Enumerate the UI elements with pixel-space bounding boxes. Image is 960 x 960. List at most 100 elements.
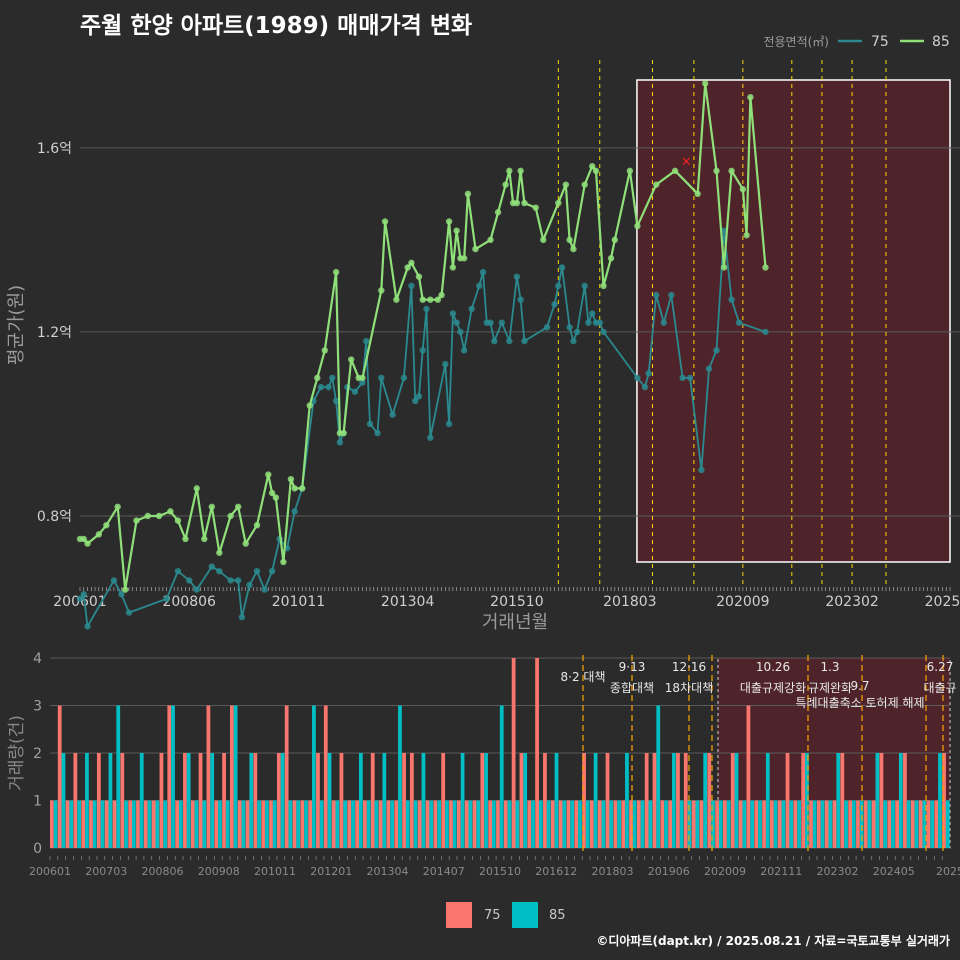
bar-85 xyxy=(718,800,723,848)
policy-annotation-date: 1.3 xyxy=(820,660,839,674)
bar-75 xyxy=(410,753,414,848)
bar-85 xyxy=(945,800,950,848)
data-point-75 xyxy=(558,264,566,271)
bar-75 xyxy=(402,753,406,848)
bar-85 xyxy=(546,800,551,848)
x-tick-label: 202111 xyxy=(760,865,802,878)
policy-annotation-label: 종합대책 xyxy=(610,680,654,695)
policy-annotation-date: 9.7 xyxy=(850,679,869,693)
bar-85 xyxy=(218,800,222,848)
bar-85 xyxy=(750,800,755,848)
bar-85 xyxy=(938,753,942,848)
x-tick-label: 2025 xyxy=(936,865,960,878)
data-point-85 xyxy=(340,429,347,437)
bar-75 xyxy=(691,800,696,848)
policy-annotation-label: 대출규제강화 xyxy=(740,681,806,695)
x-tick-label: 201906 xyxy=(648,865,690,878)
bar-85 xyxy=(797,800,801,848)
data-point-75 xyxy=(506,337,513,345)
data-point-75 xyxy=(641,383,649,391)
data-point-75 xyxy=(713,347,720,354)
bar-85 xyxy=(132,800,136,848)
bar-75 xyxy=(777,800,782,848)
bar-75 xyxy=(323,705,328,848)
bar-75 xyxy=(543,753,547,848)
bar-75 xyxy=(636,800,641,848)
data-point-85 xyxy=(408,259,415,267)
bar-85 xyxy=(812,800,817,848)
bar-75 xyxy=(527,800,532,848)
bar-75 xyxy=(910,800,915,848)
data-point-85 xyxy=(445,218,453,225)
bar-75 xyxy=(386,800,391,848)
bar-85 xyxy=(421,753,426,848)
bar-85 xyxy=(296,800,301,848)
data-point-85 xyxy=(570,245,577,253)
data-point-85 xyxy=(299,485,306,492)
data-point-85 xyxy=(494,209,502,216)
data-point-85 xyxy=(460,255,468,262)
data-point-85 xyxy=(532,204,539,211)
bar-85 xyxy=(875,753,880,848)
data-point-85 xyxy=(234,503,242,510)
data-point-85 xyxy=(449,264,457,271)
bar-75 xyxy=(824,800,829,848)
bar-75 xyxy=(253,753,258,848)
data-point-85 xyxy=(720,264,728,271)
data-point-85 xyxy=(600,282,607,290)
y-axis-title: 거래량(건) xyxy=(7,715,27,791)
data-point-75 xyxy=(686,374,694,382)
data-point-85 xyxy=(121,586,129,593)
data-point-75 xyxy=(253,567,261,575)
data-point-85 xyxy=(487,236,494,244)
bar-85 xyxy=(632,800,637,848)
data-point-75 xyxy=(453,319,460,326)
bar-85 xyxy=(625,753,629,848)
bar-75 xyxy=(723,800,727,848)
bar-75 xyxy=(535,658,539,848)
data-point-75 xyxy=(246,581,253,589)
data-point-75 xyxy=(521,337,528,345)
data-point-85 xyxy=(182,535,189,543)
bar-75 xyxy=(81,800,86,848)
data-point-85 xyxy=(747,94,754,101)
x-tick-label: 202302 xyxy=(825,594,878,610)
data-point-75 xyxy=(363,337,370,345)
bar-85 xyxy=(194,800,199,848)
data-point-75 xyxy=(317,383,325,391)
bar-75 xyxy=(175,800,179,848)
highlight-region xyxy=(636,79,951,563)
legend-title: 전용면적(㎡) xyxy=(763,35,829,49)
bar-85 xyxy=(163,800,168,848)
data-point-75 xyxy=(445,420,453,428)
data-point-75 xyxy=(468,305,475,313)
data-point-85 xyxy=(592,167,600,175)
data-point-75 xyxy=(573,328,581,336)
bar-85 xyxy=(891,800,895,848)
bar-75 xyxy=(73,753,78,848)
bar-75 xyxy=(762,800,766,848)
legend-swatch-75 xyxy=(446,902,472,928)
bar-85 xyxy=(898,753,903,848)
bar-75 xyxy=(378,800,383,848)
bar-75 xyxy=(683,753,688,848)
bar-85 xyxy=(679,800,684,848)
bar-75 xyxy=(613,800,618,848)
data-point-85 xyxy=(502,181,509,188)
bar-75 xyxy=(660,800,665,848)
bar-85 xyxy=(69,800,74,848)
data-point-85 xyxy=(626,167,634,175)
data-point-85 xyxy=(84,540,91,547)
x-tick-label: 200806 xyxy=(162,594,216,610)
data-point-75 xyxy=(378,374,385,382)
x-tick-label: 200806 xyxy=(142,865,184,878)
bar-85 xyxy=(171,705,175,848)
bar-75 xyxy=(57,705,62,848)
data-point-75 xyxy=(234,577,242,584)
bar-85 xyxy=(695,800,700,848)
bar-75 xyxy=(96,753,101,848)
data-point-85 xyxy=(562,181,570,188)
bar-75 xyxy=(347,800,352,848)
bar-85 xyxy=(664,800,668,848)
